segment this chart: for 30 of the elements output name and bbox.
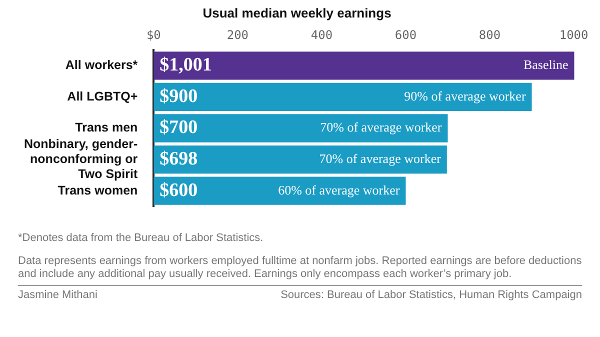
data-label: $600 — [160, 180, 198, 201]
x-tick-label: 1000 — [559, 28, 588, 42]
data-label: $698 — [160, 148, 198, 170]
text: Jasmine Mithani — [18, 289, 98, 302]
x-tick-label: 800 — [478, 28, 501, 42]
text: Data represents earnings from workers employed fulltime at nonfarm jobs. Reported earnings are before deductions and include any additional pay usually received. Earnings only encompass each worker’s primary job. — [18, 255, 582, 281]
bar — [154, 82, 532, 112]
y-tick-label: Trans women — [58, 183, 138, 198]
x-tick-label: 200 — [226, 28, 249, 42]
data-label: $1,001 — [160, 54, 212, 76]
source-note: Sources: Bureau of Labor Statistics, Human Rights Campaign — [280, 289, 582, 302]
y-tick-label: Nonbinary, gender-nonconforming or Two Spirit — [24, 137, 138, 182]
data-label: $700 — [160, 117, 198, 138]
x-tick-label: 600 — [394, 28, 417, 42]
annotation: 60% of average worker — [278, 182, 400, 198]
annotation: 70% of average worker — [319, 150, 442, 166]
chart-title: Usual median weekly earnings — [202, 5, 392, 20]
bar — [154, 114, 448, 142]
annotation: 70% of average worker — [320, 120, 442, 135]
x-tick-label: $0 — [146, 28, 161, 42]
data-label: $900 — [160, 86, 198, 107]
annotation: Baseline — [523, 57, 568, 72]
bar — [154, 52, 574, 80]
y-tick-label: All workers* — [65, 58, 138, 72]
x-tick-label: 400 — [310, 28, 333, 42]
y-tick-label: All LGBTQ+ — [67, 89, 138, 104]
text: *Denotes data from the Bureau of Labor Statistics. — [18, 232, 264, 245]
y-tick-label: Trans men — [75, 120, 138, 135]
annotation: 90% of average worker — [404, 88, 526, 104]
bar — [154, 145, 447, 174]
